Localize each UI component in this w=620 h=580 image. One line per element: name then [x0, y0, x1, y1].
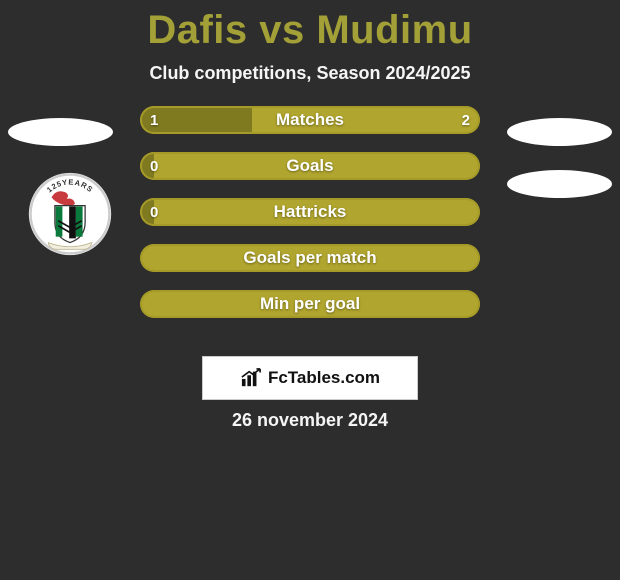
- bar-left-value: 0: [140, 152, 168, 180]
- subtitle: Club competitions, Season 2024/2025: [0, 63, 620, 84]
- brand-box[interactable]: FcTables.com: [202, 356, 418, 400]
- bar-left-value: 0: [140, 198, 168, 226]
- stat-bars: Matches12Goals0Hattricks0Goals per match…: [140, 106, 480, 336]
- right-ellipse-1: [507, 118, 612, 146]
- left-ellipse-1: [8, 118, 113, 146]
- stat-bar-min-per-goal: Min per goal: [140, 290, 480, 318]
- page-title: Dafis vs Mudimu: [0, 0, 620, 53]
- right-ellipse-2: [507, 170, 612, 198]
- stat-bar-goals-per-match: Goals per match: [140, 244, 480, 272]
- bar-label: Matches: [140, 106, 480, 134]
- bar-label: Goals per match: [140, 244, 480, 272]
- bar-label: Min per goal: [140, 290, 480, 318]
- stat-bar-matches: Matches1 2: [140, 106, 480, 134]
- brand-chart-icon: [240, 368, 262, 388]
- date-label: 26 november 2024: [0, 410, 620, 431]
- stat-bar-goals: Goals0: [140, 152, 480, 180]
- brand-label: FcTables.com: [268, 368, 380, 388]
- bar-left-value: 1: [140, 106, 168, 134]
- bar-label: Hattricks: [140, 198, 480, 226]
- left-club-badge: 125YEARS: [28, 172, 112, 256]
- bar-label: Goals: [140, 152, 480, 180]
- stat-bar-hattricks: Hattricks0: [140, 198, 480, 226]
- bar-right-value: 2: [452, 106, 480, 134]
